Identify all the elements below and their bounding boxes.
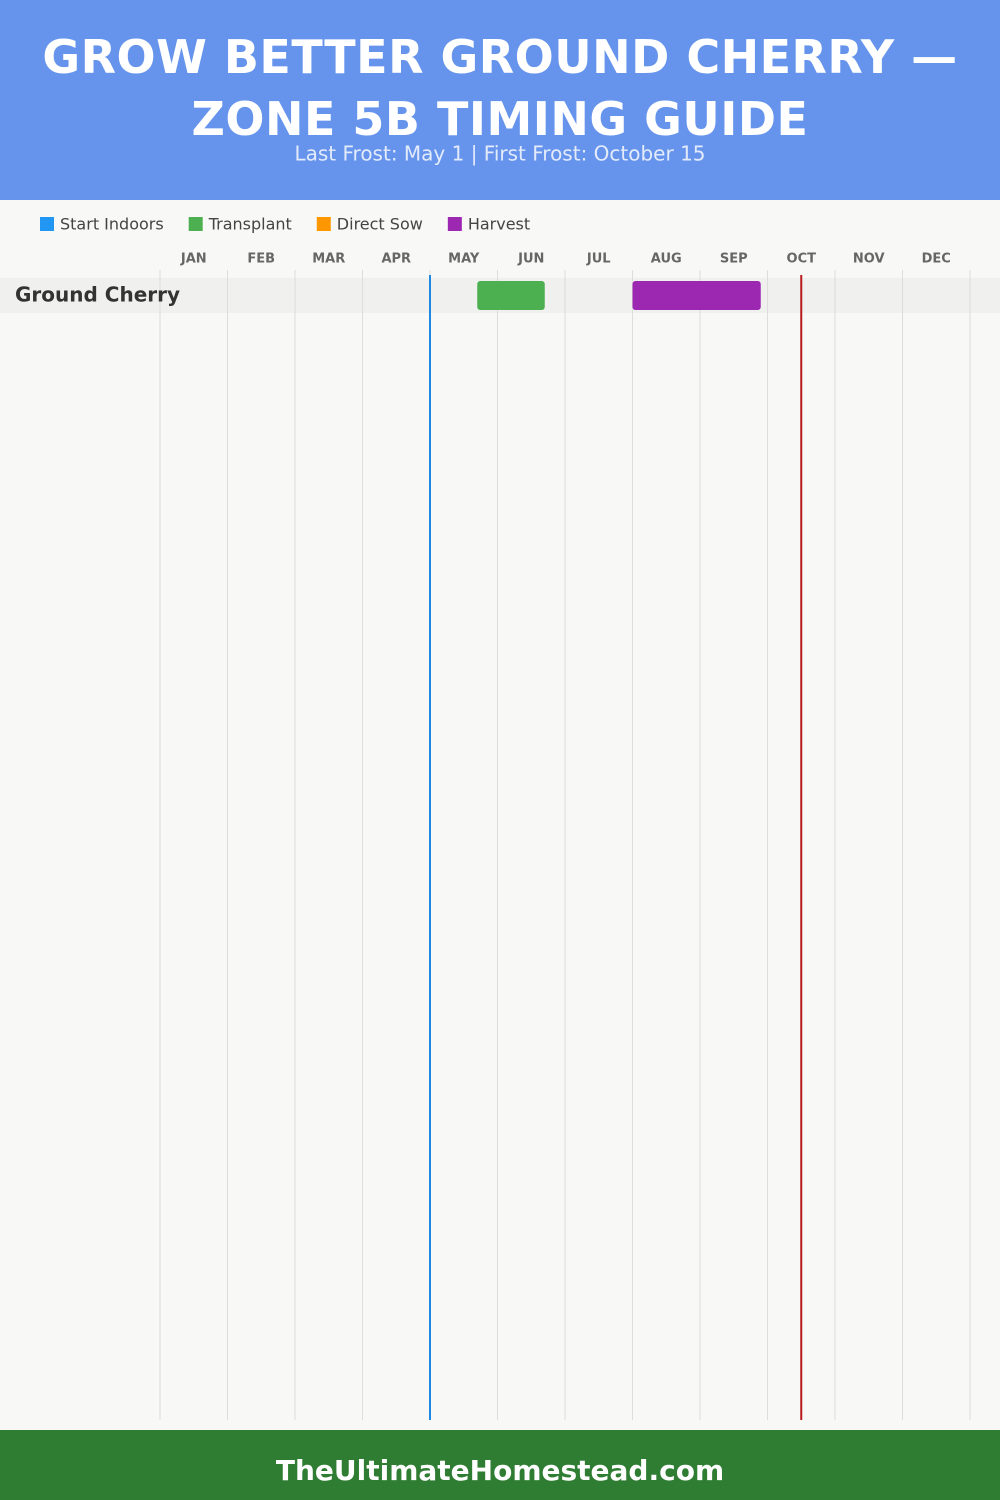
month-label: SEP — [720, 252, 748, 267]
month-label: DEC — [922, 252, 951, 267]
plot: JAN FEB MAR APR MAY JUN JUL AUG SEP OCT NOV DEC Star… — [0, 215, 1000, 1420]
header-band — [0, 0, 1000, 200]
month-label: JUL — [586, 252, 611, 267]
month-label: OCT — [787, 252, 817, 267]
month-label: AUG — [651, 252, 682, 267]
legend-swatch — [40, 217, 54, 231]
timing-bar — [477, 281, 545, 310]
month-label: NOV — [853, 252, 885, 267]
footer-band — [0, 1430, 1000, 1500]
legend-swatch — [188, 217, 203, 231]
month-label: FEB — [247, 252, 275, 267]
month-label: MAY — [448, 252, 480, 267]
legend-label: Harvest — [468, 215, 530, 234]
legend-label: Transplant — [208, 215, 292, 234]
month-label: JUN — [517, 252, 544, 267]
timing-bar — [632, 281, 761, 310]
footer-text: TheUltimateHomestead.com — [276, 1454, 724, 1487]
month-label: MAR — [312, 252, 345, 267]
month-label: APR — [381, 252, 411, 267]
legend-swatch — [316, 217, 331, 231]
legend-swatch — [447, 217, 462, 231]
legend-label: Start Indoors — [60, 215, 164, 234]
chart-title: GROW BETTER GROUND CHERRY — ZONE 5B TIMI… — [42, 30, 958, 146]
month-label: JAN — [180, 252, 207, 267]
subtitle: Last Frost: May 1 | First Frost: October… — [294, 142, 705, 166]
row-label: Ground Cherry — [15, 283, 180, 307]
legend-label: Direct Sow — [337, 215, 423, 234]
